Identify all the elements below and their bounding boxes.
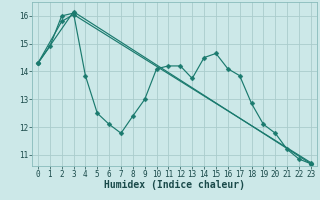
X-axis label: Humidex (Indice chaleur): Humidex (Indice chaleur) (104, 180, 245, 190)
